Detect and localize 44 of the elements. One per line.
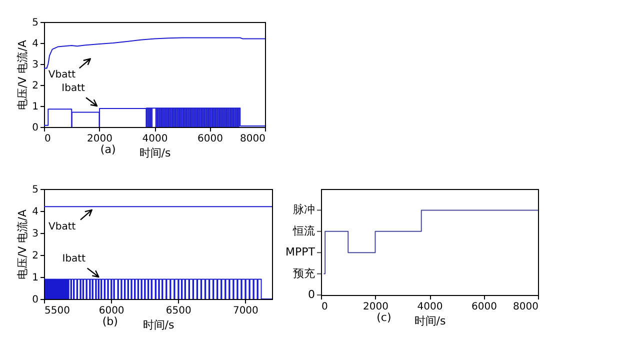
x-tick-label: 5500 xyxy=(44,306,70,316)
text: 0 xyxy=(308,288,315,301)
x-tick-label: 6000 xyxy=(472,302,497,312)
y-tick-label: 2 xyxy=(32,250,38,262)
y-tick-label: 0 xyxy=(32,294,38,306)
x-tick-label: 8000 xyxy=(513,302,538,312)
y-tick-label: 5 xyxy=(32,18,38,28)
y-tick-label: 3 xyxy=(32,228,38,240)
x-tick-label: 4000 xyxy=(417,302,443,312)
x-tick-label: 6000 xyxy=(198,134,223,144)
text: MPPT xyxy=(286,246,316,259)
series-label: Ibatt xyxy=(62,253,86,264)
y-axis-title: 电压/V 电流/A xyxy=(16,209,30,280)
x-tick-label: 0 xyxy=(44,134,51,144)
x-tick-label: 6000 xyxy=(98,306,124,316)
x-axis-title: 时间/s xyxy=(142,318,174,332)
text: (c) xyxy=(376,311,392,324)
text: 脉冲 xyxy=(293,203,315,216)
series-label: Vbatt xyxy=(48,221,76,232)
y-tick-label: 3 xyxy=(32,60,38,70)
text: 恒流 xyxy=(292,224,315,238)
series-label: Ibatt xyxy=(62,83,86,94)
y-tick-label: 2 xyxy=(32,80,38,92)
x-tick-label: 7000 xyxy=(232,306,258,316)
y-tick-label: 5 xyxy=(32,184,38,196)
text: 预充 xyxy=(293,266,315,280)
y-tick-label: 0 xyxy=(32,122,38,134)
x-tick-label: 6500 xyxy=(166,306,192,316)
y-tick-label: 1 xyxy=(32,102,38,112)
x-tick-label: 0 xyxy=(322,302,328,312)
x-tick-label: 8000 xyxy=(240,134,266,144)
x-tick-label: 2000 xyxy=(87,134,112,144)
y-tick-label: 1 xyxy=(32,272,38,284)
x-tick-label: 2000 xyxy=(363,302,388,312)
x-axis-title: 时间/s xyxy=(414,314,446,328)
series-label: Vbatt xyxy=(48,70,76,80)
y-tick-label: 4 xyxy=(32,206,38,218)
x-axis-title: 时间/s xyxy=(139,146,171,160)
x-tick-label: 4000 xyxy=(142,134,168,144)
text: (a) xyxy=(100,143,116,156)
text: (b) xyxy=(102,315,118,328)
y-tick-label: 4 xyxy=(32,38,38,50)
line-series xyxy=(44,37,265,69)
y-axis-title: 电压/V 电流/A xyxy=(16,40,30,110)
